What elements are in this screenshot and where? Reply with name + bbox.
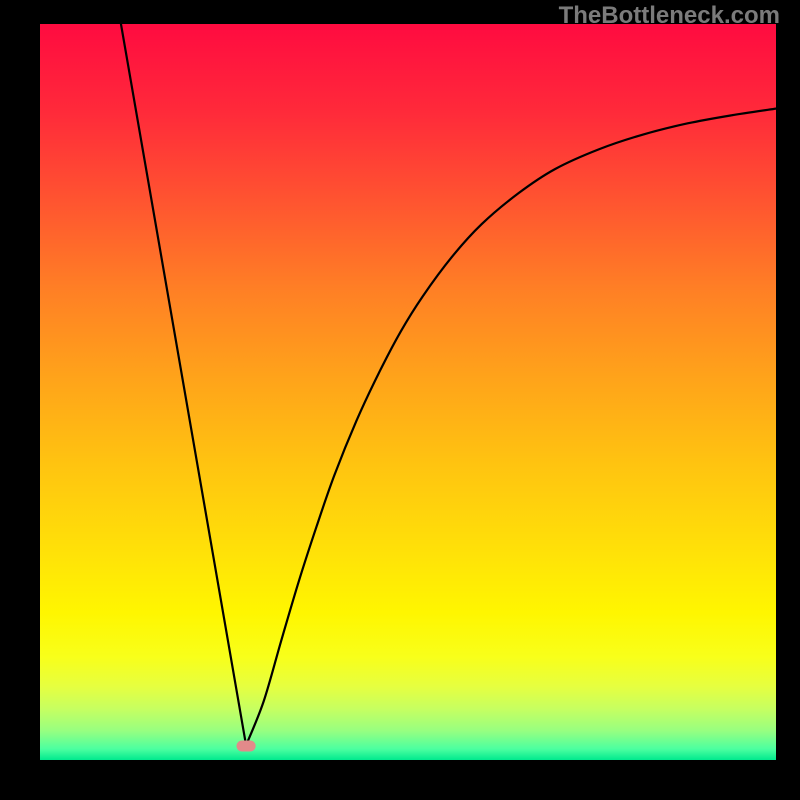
chart-root: TheBottleneck.com xyxy=(0,0,800,800)
minimum-marker xyxy=(237,741,256,752)
curve-layer xyxy=(40,24,776,760)
plot-area xyxy=(40,24,776,760)
watermark-text: TheBottleneck.com xyxy=(559,2,780,30)
bottleneck-curve xyxy=(121,24,776,745)
